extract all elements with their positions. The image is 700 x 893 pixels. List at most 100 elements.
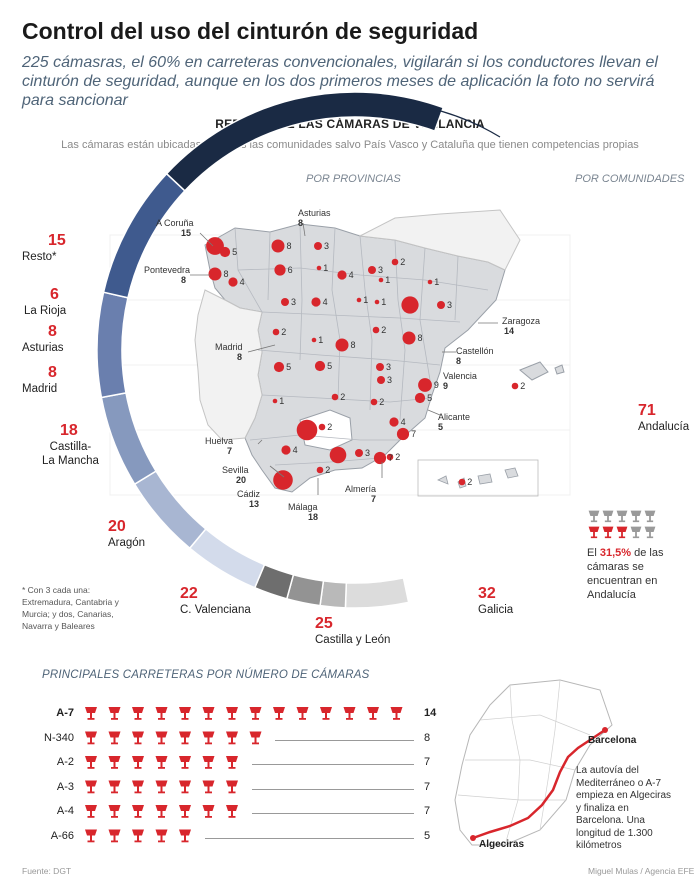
road-leader-line <box>275 739 414 741</box>
province-bubble-label: 8 <box>351 340 356 350</box>
camera-icon <box>85 780 97 794</box>
spain-map <box>194 209 565 497</box>
province-bubble <box>281 445 291 455</box>
province-bubble-label: 1 <box>381 297 386 307</box>
road-name-label: A-66 <box>50 829 74 842</box>
province-bubble <box>311 337 317 343</box>
province-bubble <box>272 398 278 404</box>
province-bubble <box>401 296 419 314</box>
page-title: Control del uso del cinturón de segurida… <box>22 18 479 44</box>
community-name-label: Resto* <box>22 251 57 263</box>
province-bubble-label: 9 <box>434 380 439 390</box>
province-bubble <box>316 466 324 474</box>
province-bubble-label: 3 <box>447 300 452 310</box>
camera-icon <box>644 526 656 539</box>
province-bubble-label: 2 <box>281 327 286 337</box>
camera-icon <box>202 707 215 720</box>
camera-icon <box>273 707 285 720</box>
andalucia-stat-text: El 31,5% de las cámaras se encuentran en… <box>587 547 664 601</box>
camera-icon <box>320 707 332 720</box>
road-name-label: N-340 <box>44 731 74 744</box>
camera-icon <box>108 805 121 818</box>
algeciras-label: Algeciras <box>479 839 525 850</box>
community-value-label: 71 <box>638 402 656 419</box>
road-leader-line <box>204 837 414 839</box>
road-leader-line <box>251 813 414 814</box>
community-name-label: Castilla- La Mancha <box>42 441 99 467</box>
province-bubble-label: 8 <box>224 269 229 279</box>
camera-icon <box>155 805 168 818</box>
camera-icon <box>602 526 614 539</box>
donut-top-arc <box>351 100 501 138</box>
province-bubble <box>329 446 347 464</box>
province-bubble <box>311 297 321 307</box>
province-bubble-label: 2 <box>520 381 525 391</box>
province-bubble-label: 3 <box>324 241 329 251</box>
road-value-label: 5 <box>424 829 431 842</box>
camera-icon <box>108 829 121 843</box>
portugal-shape <box>194 289 263 441</box>
road-icon-rows <box>85 707 403 843</box>
camera-icon <box>390 707 403 720</box>
province-bubble-label: 1 <box>318 335 323 345</box>
province-label-valencia: Valencia 9 <box>443 371 477 391</box>
camera-icon <box>155 780 168 794</box>
province-bubble-label: 1 <box>279 396 284 406</box>
road-value-label: 14 <box>424 707 437 719</box>
province-bubble <box>378 277 384 283</box>
province-bubble <box>376 363 384 371</box>
province-label-madrid: Madrid 8 <box>215 342 243 362</box>
province-bubble <box>427 279 433 285</box>
community-name-label: Castilla y León <box>315 634 391 646</box>
community-name-label: Aragón <box>108 537 146 549</box>
community-value-label: 15 <box>48 232 66 249</box>
a7-mini-map-outline <box>454 679 613 846</box>
province-bubble-label: 4 <box>293 445 298 455</box>
province-borders <box>234 223 489 466</box>
camera-icon <box>367 707 379 720</box>
camera-icon <box>132 780 144 794</box>
community-value-label: 8 <box>48 323 57 340</box>
camera-icon <box>132 805 144 818</box>
camera-icon <box>343 707 356 720</box>
province-bubble <box>274 264 286 276</box>
road-value-label: 7 <box>424 805 431 817</box>
road-name-label: A-4 <box>56 805 74 817</box>
camera-icon <box>155 731 168 745</box>
province-bubble <box>206 237 224 255</box>
province-bubble <box>377 376 385 384</box>
community-value-label: 8 <box>48 364 57 381</box>
province-bubble <box>356 297 362 303</box>
province-label-a-coruna: A Coruña 15 <box>156 218 194 238</box>
community-name-label: Galicia <box>478 604 514 616</box>
camera-icon <box>179 731 191 745</box>
france-shape <box>358 209 521 271</box>
camera-icon <box>85 805 97 818</box>
camera-icon <box>616 526 628 539</box>
camera-icon <box>179 829 191 843</box>
camera-icon <box>630 526 642 539</box>
province-label-pontevedra: Pontevedra 8 <box>144 265 191 285</box>
province-bubble <box>314 360 326 372</box>
province-bubble <box>296 419 318 441</box>
province-label-sevilla: Sevilla 20 <box>222 465 249 485</box>
province-bubble <box>396 427 410 441</box>
camera-icon <box>85 731 97 745</box>
road-name-label: A-2 <box>56 756 74 768</box>
camera-icon <box>179 780 191 794</box>
province-bubble-label: 2 <box>395 452 400 462</box>
camera-icon <box>108 780 121 794</box>
province-label-cadiz: Cádiz 13 <box>237 489 261 509</box>
province-bubble-label: 5 <box>327 361 332 371</box>
province-label-asturias: Asturias 8 <box>298 208 331 228</box>
province-bubble-label: 4 <box>323 297 328 307</box>
camera-icon <box>602 510 614 523</box>
community-name-label: Madrid <box>22 383 58 395</box>
province-label-malaga: Málaga 18 <box>288 502 319 522</box>
province-bubble <box>314 242 322 250</box>
province-bubble-label: 3 <box>378 265 383 275</box>
province-bubble-label: 2 <box>400 257 405 267</box>
camera-icon <box>296 707 309 720</box>
camera-icon <box>616 510 628 523</box>
province-bubble-label: 3 <box>365 448 370 458</box>
